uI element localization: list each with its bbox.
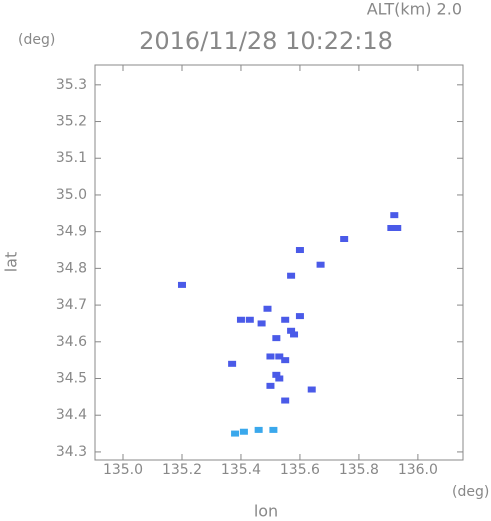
echo-cell — [387, 224, 396, 231]
echo-cell — [266, 382, 275, 389]
y-tick-label: 34.7 — [56, 297, 87, 313]
y-tick-label: 34.6 — [56, 334, 87, 350]
echo-cell — [275, 375, 284, 382]
x-tick-label: 135.2 — [162, 462, 202, 478]
echo-cell — [272, 335, 281, 342]
x-tick-label: 135.0 — [103, 462, 143, 478]
y-tick-label: 34.3 — [56, 444, 87, 460]
echo-cell — [245, 316, 254, 323]
echo-cell — [295, 313, 304, 320]
echo-cell — [340, 236, 349, 243]
echo-cell — [287, 272, 296, 279]
echo-cell — [257, 320, 266, 327]
chart-title: 2016/11/28 10:22:18 — [139, 27, 393, 55]
x-axis-label: lon — [254, 502, 278, 521]
echo-cell — [272, 371, 281, 378]
y-tick-label: 35.1 — [56, 150, 87, 166]
echo-cell — [290, 331, 299, 338]
x-tick-label: 136.0 — [398, 462, 438, 478]
y-tick-label: 34.8 — [56, 260, 87, 276]
subtitle: ALT(km) 2.0 — [367, 0, 462, 19]
echo-cell — [239, 428, 248, 435]
echo-cell — [393, 224, 402, 231]
echo-cell — [281, 397, 290, 404]
x-tick-label: 135.6 — [280, 462, 320, 478]
y-tick-label: 35.3 — [56, 77, 87, 93]
echo-cell — [236, 316, 245, 323]
echo-cell — [269, 426, 278, 433]
echo-cell — [287, 327, 296, 334]
y-tick-label: 34.9 — [56, 224, 87, 240]
y-tick-label: 35.0 — [56, 187, 87, 203]
plot-frame — [94, 64, 464, 461]
echo-cell — [254, 426, 263, 433]
echo-cell — [228, 360, 237, 367]
echo-cell — [177, 281, 186, 288]
y-tick-label: 34.5 — [56, 371, 87, 387]
echo-cell — [275, 353, 284, 360]
echo-cell — [231, 430, 240, 437]
echo-cell — [281, 357, 290, 364]
x-unit: (deg) — [452, 484, 489, 500]
echo-cell — [390, 212, 399, 219]
echo-cell — [316, 261, 325, 268]
x-tick-label: 135.8 — [339, 462, 379, 478]
echo-cell — [266, 353, 275, 360]
y-unit: (deg) — [18, 32, 55, 48]
echo-cell — [281, 316, 290, 323]
echo-cell — [263, 305, 272, 312]
x-tick-label: 135.4 — [221, 462, 261, 478]
y-axis-label: lat — [2, 252, 21, 273]
y-tick-label: 34.4 — [56, 407, 87, 423]
echo-cell — [295, 247, 304, 254]
y-tick-label: 35.2 — [56, 114, 87, 130]
echo-cell — [307, 386, 316, 393]
